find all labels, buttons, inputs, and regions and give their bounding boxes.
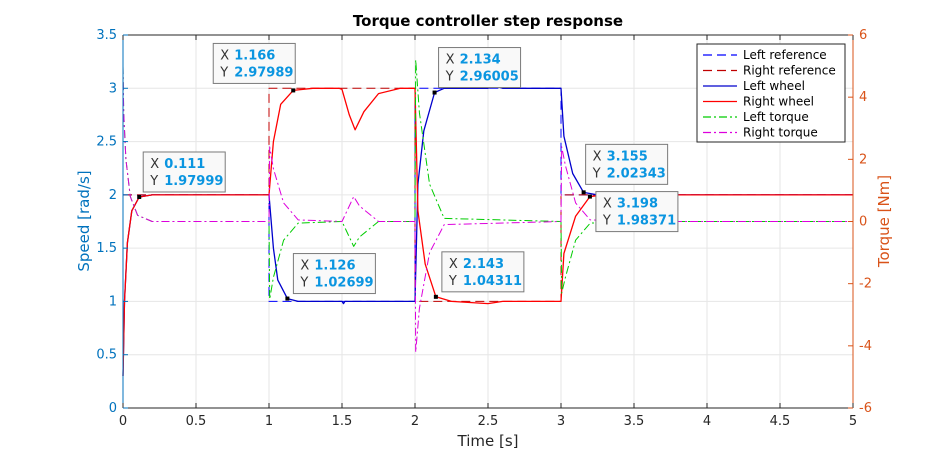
- datatip-y-key: Y: [149, 174, 158, 189]
- datatip-box: [595, 191, 679, 233]
- x-tick-label: 4: [703, 414, 711, 429]
- y-left-tick-label: 2.5: [96, 135, 117, 150]
- datatip-x-key: X: [300, 259, 309, 274]
- datatip-y-value: 1.98371: [617, 214, 676, 229]
- datatip: X 3.155 Y 2.02343: [581, 143, 669, 195]
- y-axis-left-label: Speed [rad/s]: [75, 170, 93, 271]
- legend-box: [696, 43, 846, 143]
- y-left-tick-label: 1: [109, 294, 117, 309]
- x-tick-label: 0: [119, 414, 127, 429]
- datatip-y-value: 2.96005: [460, 70, 519, 85]
- datatip-marker: [432, 90, 437, 95]
- datatip-y-value: 1.97999: [164, 174, 223, 189]
- datatip-box: [142, 151, 226, 193]
- datatip-y-value: 1.02699: [314, 276, 373, 291]
- x-tick-label: 2: [411, 414, 419, 429]
- datatip-y-value: 2.97989: [234, 65, 293, 80]
- plot-area: [122, 59, 853, 377]
- datatip-marker: [137, 194, 142, 199]
- datatip-y-value: 2.02343: [607, 166, 666, 181]
- x-tick-label: 1.5: [332, 414, 353, 429]
- datatip-x-value: 1.166: [234, 48, 275, 63]
- datatips: X 0.111 Y 1.97999 X 1.166 Y 2.97989 X 1.126 Y 1.026…: [137, 42, 679, 301]
- y-right-tick-label: 4: [859, 90, 867, 105]
- legend-entry-label: Right torque: [743, 126, 818, 140]
- datatip-y-key: Y: [219, 65, 228, 80]
- legend-entry-label: Left torque: [743, 110, 809, 124]
- datatip-x-value: 3.198: [617, 197, 658, 212]
- datatip-x-key: X: [446, 53, 455, 68]
- legend-entry-label: Right reference: [743, 64, 836, 78]
- datatip-box: [212, 42, 296, 84]
- y-right-tick-label: 2: [859, 152, 867, 167]
- datatip-y-key: Y: [602, 214, 611, 229]
- datatip-x-value: 0.111: [164, 157, 205, 172]
- y-left-tick-label: 3.5: [96, 28, 117, 43]
- x-tick-label: 3: [557, 414, 565, 429]
- x-tick-label: 2.5: [478, 414, 499, 429]
- datatip-box: [292, 253, 376, 295]
- datatip: X 2.134 Y 2.96005: [432, 47, 522, 95]
- datatip-y-key: Y: [448, 274, 457, 289]
- y-left-tick-label: 3: [109, 81, 117, 96]
- datatip-x-key: X: [150, 157, 159, 172]
- datatip-y-value: 1.04311: [463, 274, 522, 289]
- datatip-x-value: 1.126: [314, 259, 355, 274]
- y-left-tick-label: 0: [109, 401, 117, 416]
- datatip: X 1.126 Y 1.02699: [285, 253, 376, 301]
- y-right-tick-label: 0: [859, 215, 867, 230]
- datatip-x-key: X: [603, 197, 612, 212]
- chart-title: Torque controller step response: [353, 12, 623, 30]
- x-axis-label: Time [s]: [457, 432, 519, 450]
- y-right-tick-label: -2: [859, 277, 872, 292]
- datatip-x-value: 2.134: [460, 53, 501, 68]
- datatip-y-key: Y: [592, 166, 601, 181]
- datatip-box: [438, 47, 522, 89]
- x-tick-label: 1: [265, 414, 273, 429]
- x-tick-label: 5: [849, 414, 857, 429]
- y-left-tick-label: 1.5: [96, 241, 117, 256]
- y-axis-right-label: Torque [Nm]: [875, 175, 893, 268]
- datatip-marker: [587, 194, 592, 199]
- datatip-marker: [433, 294, 438, 299]
- y-left-tick-label: 0.5: [96, 348, 117, 363]
- datatip-y-key: Y: [299, 276, 308, 291]
- datatip-x-value: 3.155: [607, 149, 648, 164]
- datatip: X 2.143 Y 1.04311: [433, 251, 525, 299]
- legend-entry-label: Left wheel: [743, 79, 805, 93]
- datatip-x-key: X: [593, 149, 602, 164]
- datatip-marker: [285, 296, 290, 301]
- legend-entry-label: Left reference: [743, 48, 827, 62]
- legend-entry-label: Right wheel: [743, 95, 814, 109]
- datatip-x-key: X: [220, 48, 229, 63]
- datatip-box: [585, 143, 669, 185]
- datatip: X 0.111 Y 1.97999: [137, 151, 226, 199]
- y-right-tick-label: -6: [859, 401, 872, 416]
- datatip-x-value: 2.143: [463, 257, 504, 272]
- y-right-tick-label: -4: [859, 339, 872, 354]
- x-tick-label: 0.5: [186, 414, 207, 429]
- datatip-box: [441, 251, 525, 293]
- x-tick-label: 4.5: [770, 414, 791, 429]
- y-right-tick-label: 6: [859, 28, 867, 43]
- series-line-right-wheel: [122, 87, 853, 377]
- series-line-right-torque: [122, 66, 853, 353]
- datatip: X 3.198 Y 1.98371: [587, 191, 679, 233]
- datatip-marker: [291, 88, 296, 93]
- datatip: X 1.166 Y 2.97989: [212, 42, 296, 93]
- datatip-marker: [581, 190, 586, 195]
- y-left-tick-label: 2: [109, 188, 117, 203]
- x-tick-label: 3.5: [624, 414, 645, 429]
- axes: 0 0.5 1 1.5 2 2.5 3 3.5 4 4.5 5 0 0.5 1 1.5 2 2.5 3 3.5 -6 -…: [96, 28, 872, 429]
- datatip-y-key: Y: [445, 70, 454, 85]
- datatip-x-key: X: [449, 257, 458, 272]
